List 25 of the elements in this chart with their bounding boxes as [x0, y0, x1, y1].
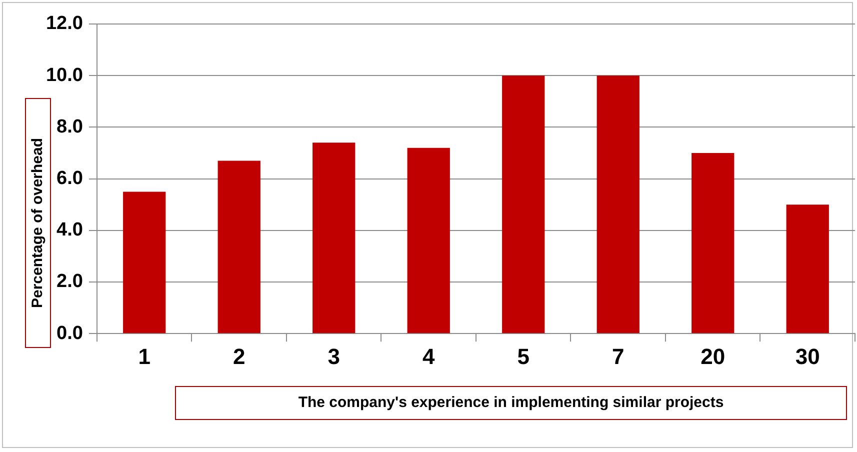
y-tick-label: 12.0 — [46, 13, 83, 34]
x-tick-label: 4 — [422, 344, 436, 369]
bar — [407, 148, 450, 334]
y-tick-label: 0.0 — [56, 322, 83, 344]
y-tick-label: 6.0 — [56, 168, 83, 190]
bar — [692, 153, 734, 334]
y-axis-title: Percentage of overhead — [25, 98, 51, 348]
bar — [786, 204, 829, 334]
bar — [312, 142, 356, 334]
x-tick-label: 5 — [517, 344, 530, 369]
bar — [218, 160, 260, 334]
bar — [596, 76, 640, 334]
y-tick-label: 4.0 — [56, 220, 83, 241]
y-tick-label: 8.0 — [56, 116, 83, 138]
bar — [123, 192, 166, 334]
bar — [502, 76, 545, 334]
x-tick-label: 30 — [795, 344, 820, 369]
x-tick-label: 20 — [700, 344, 726, 369]
x-tick-label: 3 — [328, 344, 340, 369]
x-tick-label: 1 — [138, 344, 150, 369]
x-axis-title: The company's experience in implementing similar projects — [175, 386, 847, 420]
x-tick-label: 2 — [232, 344, 246, 369]
y-tick-label: 10.0 — [46, 64, 83, 86]
x-tick-label: 7 — [612, 344, 624, 369]
y-tick-label: 2.0 — [56, 271, 83, 292]
